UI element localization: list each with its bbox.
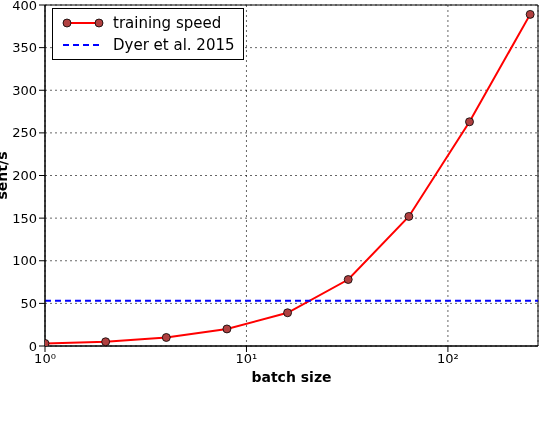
svg-text:300: 300: [12, 83, 37, 98]
svg-text:200: 200: [12, 168, 37, 183]
svg-text:250: 250: [12, 125, 37, 140]
svg-text:10²: 10²: [437, 351, 459, 366]
svg-text:sent/s: sent/s: [8, 152, 10, 200]
svg-text:50: 50: [20, 296, 37, 311]
svg-text:350: 350: [12, 40, 37, 55]
svg-text:batch size: batch size: [251, 369, 331, 385]
svg-text:400: 400: [12, 0, 37, 13]
svg-text:100: 100: [12, 253, 37, 268]
svg-text:10¹: 10¹: [236, 351, 258, 366]
svg-text:150: 150: [12, 211, 37, 226]
svg-text:0: 0: [29, 339, 37, 354]
html-text:Dyer et al. 2015: Dyer et al. 2015: [113, 36, 235, 54]
html-text:training speed: training speed: [113, 14, 222, 32]
svg-text:10⁰: 10⁰: [34, 351, 56, 366]
